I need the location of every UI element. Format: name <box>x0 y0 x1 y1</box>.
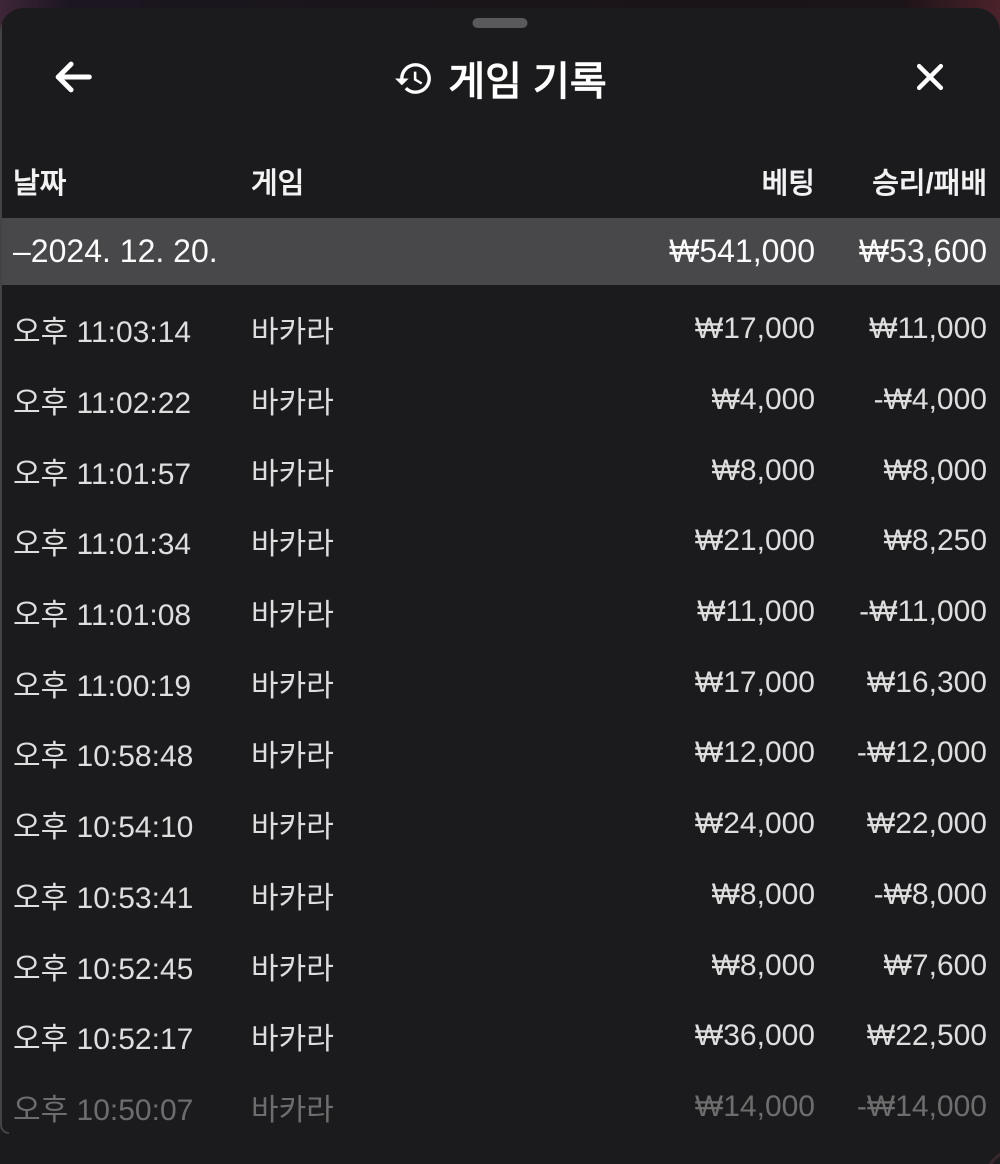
column-header-date: 날짜 <box>13 168 67 200</box>
arrow-left-icon <box>50 54 96 103</box>
game-record-row[interactable]: 오후 11:01:57 바카라 ₩8,000 ₩8,000 <box>0 435 1000 506</box>
record-winloss: -₩4,000 <box>873 383 987 417</box>
record-bet: ₩17,000 <box>694 312 815 346</box>
record-time: 오후 11:01:08 <box>13 599 192 633</box>
history-clock-icon <box>393 58 434 99</box>
summary-row[interactable]: –2024. 12. 20. ₩541,000 ₩53,600 <box>0 218 1000 285</box>
record-game: 바카라 <box>251 599 334 633</box>
record-time: 오후 10:53:41 <box>13 881 194 915</box>
record-bet: ₩11,000 <box>697 595 815 629</box>
record-game: 바카라 <box>251 528 334 562</box>
record-time: 오후 11:02:22 <box>13 387 192 421</box>
record-time: 오후 10:54:10 <box>13 811 194 845</box>
close-button[interactable] <box>910 52 950 104</box>
record-game: 바카라 <box>251 740 334 774</box>
record-bet: ₩8,000 <box>711 877 815 911</box>
game-history-modal: 게임 기록 날짜 게임 베팅 승리/패배 –2024. 12. 20. ₩541… <box>0 8 1000 1164</box>
page-title-label: 게임 기록 <box>448 60 607 104</box>
game-record-row[interactable]: 오후 11:02:22 바카라 ₩4,000 -₩4,000 <box>0 365 1000 436</box>
game-record-row[interactable]: 오후 11:03:14 바카라 ₩17,000 ₩11,000 <box>0 294 1000 365</box>
drag-handle[interactable] <box>472 18 528 28</box>
summary-bet: ₩541,000 <box>669 233 815 269</box>
column-header-game: 게임 <box>251 168 305 200</box>
game-record-row[interactable]: 오후 10:58:48 바카라 ₩12,000 -₩12,000 <box>0 718 1000 789</box>
record-game: 바카라 <box>251 811 334 845</box>
summary-date: –2024. 12. 20. <box>13 233 218 269</box>
back-button[interactable] <box>50 52 96 104</box>
record-winloss: -₩11,000 <box>859 595 987 629</box>
game-record-row[interactable]: 오후 11:00:19 바카라 ₩17,000 ₩16,300 <box>0 647 1000 718</box>
game-record-row[interactable]: 오후 10:54:10 바카라 ₩24,000 ₩22,000 <box>0 789 1000 860</box>
record-winloss: ₩16,300 <box>866 665 987 699</box>
record-winloss: ₩22,000 <box>866 807 987 841</box>
record-game: 바카라 <box>251 1023 334 1057</box>
page-title: 게임 기록 <box>393 49 607 107</box>
record-game: 바카라 <box>251 1093 334 1127</box>
record-time: 오후 11:01:34 <box>13 528 192 562</box>
record-winloss: -₩8,000 <box>873 877 987 911</box>
record-bet: ₩24,000 <box>694 807 815 841</box>
game-record-row[interactable]: 오후 10:52:45 바카라 ₩8,000 ₩7,600 <box>0 930 1000 1001</box>
record-winloss: -₩12,000 <box>856 736 987 770</box>
summary-winloss: ₩53,600 <box>858 233 987 269</box>
record-bet: ₩12,000 <box>694 736 815 770</box>
record-bet: ₩8,000 <box>711 948 815 982</box>
record-time: 오후 11:03:14 <box>13 316 192 350</box>
record-bet: ₩21,000 <box>694 524 815 558</box>
record-bet: ₩8,000 <box>711 453 815 487</box>
record-winloss: ₩8,000 <box>883 453 987 487</box>
game-record-row[interactable]: 오후 11:01:08 바카라 ₩11,000 -₩11,000 <box>0 577 1000 648</box>
record-time: 오후 10:52:45 <box>13 952 194 986</box>
modal-header: 게임 기록 <box>0 52 1000 104</box>
game-record-row[interactable]: 오후 11:01:34 바카라 ₩21,000 ₩8,250 <box>0 506 1000 577</box>
record-game: 바카라 <box>251 952 334 986</box>
record-time: 오후 10:58:48 <box>13 740 194 774</box>
record-game: 바카라 <box>251 387 334 421</box>
record-winloss: ₩7,600 <box>883 948 987 982</box>
record-time: 오후 10:50:07 <box>13 1093 194 1127</box>
record-game: 바카라 <box>251 316 334 350</box>
record-time: 오후 11:00:19 <box>13 669 192 703</box>
record-winloss: ₩11,000 <box>869 312 987 346</box>
table-header-row: 날짜 게임 베팅 승리/패배 <box>0 160 1000 200</box>
x-icon <box>910 57 950 100</box>
record-game: 바카라 <box>251 457 334 491</box>
record-game: 바카라 <box>251 881 334 915</box>
record-time: 오후 11:01:57 <box>13 457 192 491</box>
game-record-row[interactable]: 오후 10:52:17 바카라 ₩36,000 ₩22,500 <box>0 1001 1000 1072</box>
record-winloss: -₩14,000 <box>856 1089 987 1123</box>
record-bet: ₩17,000 <box>694 665 815 699</box>
game-record-row[interactable]: 오후 10:53:41 바카라 ₩8,000 -₩8,000 <box>0 860 1000 931</box>
column-header-winloss: 승리/패배 <box>872 168 987 200</box>
column-header-bet: 베팅 <box>761 168 815 200</box>
record-time: 오후 10:52:17 <box>13 1023 194 1057</box>
record-winloss: ₩22,500 <box>866 1019 987 1053</box>
record-bet: ₩36,000 <box>694 1019 815 1053</box>
record-bet: ₩4,000 <box>711 383 815 417</box>
record-list: 오후 11:03:14 바카라 ₩17,000 ₩11,000 오후 11:02… <box>0 294 1000 1142</box>
game-record-row[interactable]: 오후 10:50:07 바카라 ₩14,000 -₩14,000 <box>0 1072 1000 1143</box>
record-winloss: ₩8,250 <box>883 524 987 558</box>
record-bet: ₩14,000 <box>694 1089 815 1123</box>
record-game: 바카라 <box>251 669 334 703</box>
